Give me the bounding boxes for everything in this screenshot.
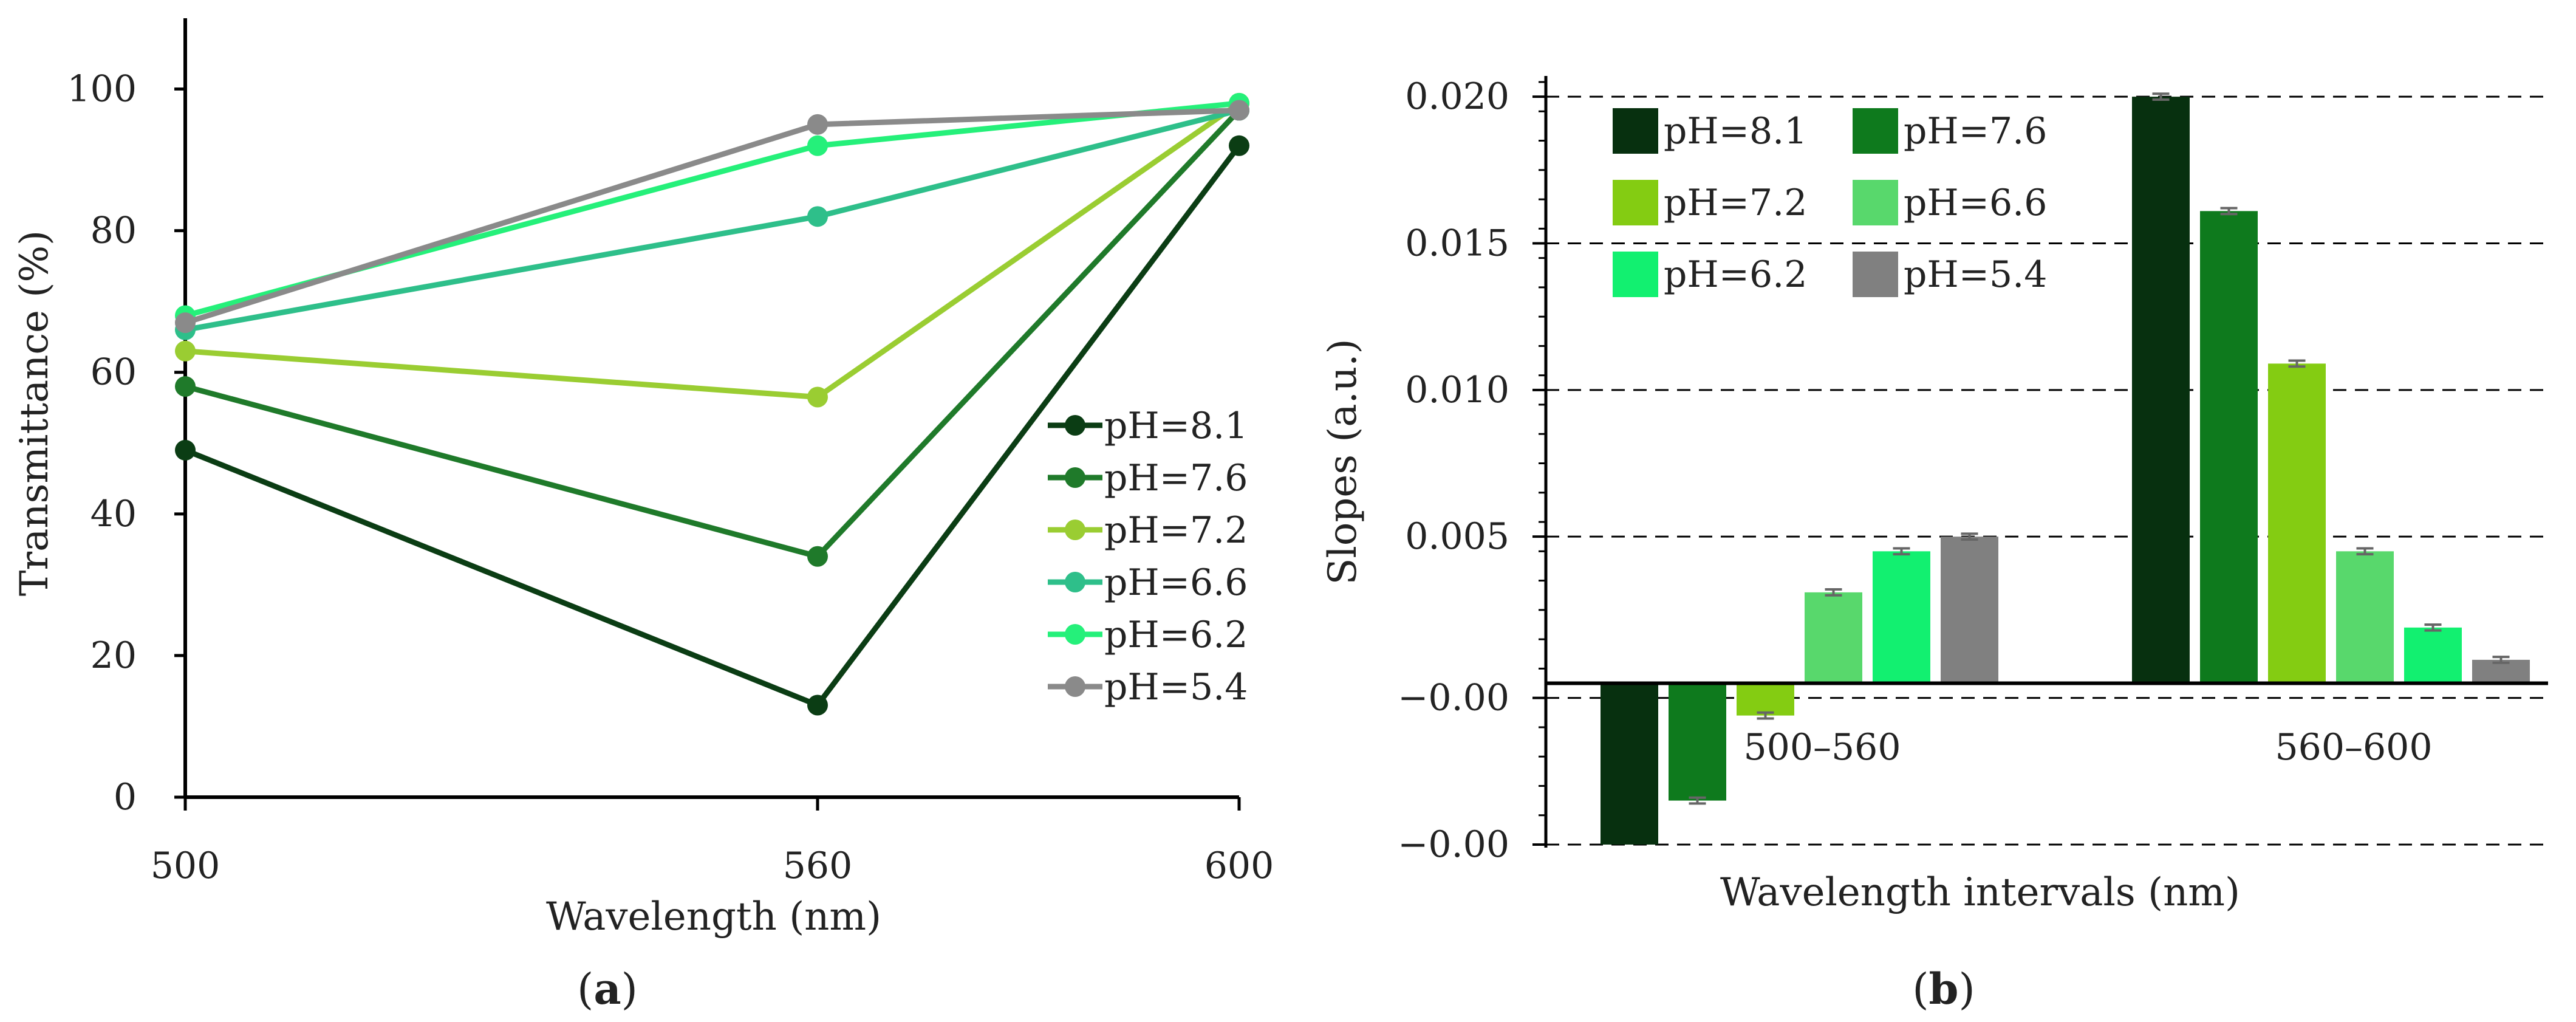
chart-a-x-tick-label: 600 — [1204, 845, 1274, 887]
chart-a-series-line-4 — [184, 100, 1240, 318]
chart-b-legend-swatch — [1613, 108, 1658, 154]
chart-a-y-tick-label: 0 — [114, 776, 137, 818]
chart-a-legend-label: pH=6.2 — [1104, 614, 1248, 656]
chart-a-y-tick-label: 20 — [91, 634, 137, 677]
chart-a-point — [1229, 135, 1249, 156]
chart-b-bar — [1737, 683, 1794, 716]
chart-a-legend-marker — [1065, 415, 1085, 436]
chart-b-legend-label: pH=6.2 — [1664, 253, 1807, 296]
chart-b-category-label: 500–560 — [1743, 726, 1901, 769]
chart-a-y-tick-label: 100 — [67, 68, 137, 111]
chart-a-point — [807, 386, 828, 408]
chart-b-bar — [2404, 627, 2462, 684]
chart-a-legend-marker — [1065, 520, 1085, 540]
chart-a-legend-label: pH=7.6 — [1104, 457, 1248, 499]
chart-a-x-tick-label: 500 — [151, 845, 220, 887]
chart-a-point — [1229, 100, 1249, 121]
chart-b-legend-label: pH=6.6 — [1904, 182, 2047, 224]
chart-a-panel-label: (a) — [577, 964, 638, 1014]
chart-b-legend-label: pH=8.1 — [1664, 110, 1807, 153]
chart-a-series-line-1 — [184, 108, 1242, 560]
chart-a-series-line-3 — [185, 108, 1240, 333]
chart-b-legend-label: pH=7.2 — [1664, 182, 1807, 224]
chart-a-point — [175, 439, 196, 461]
chart-b-bar — [1805, 592, 1862, 684]
chart-b-bar — [2336, 551, 2394, 684]
chart-b-y-tick-label: 0.015 — [1405, 222, 1509, 264]
chart-a-y-axis-title: Transmittance (%) — [12, 230, 57, 596]
chart-b-bar — [2200, 211, 2258, 684]
chart-b-y-axis-title: Slopes (a.u.) — [1320, 339, 1365, 585]
chart-a-x-axis-title: Wavelength (nm) — [546, 894, 881, 939]
chart-b-y-tick-label: 0.020 — [1405, 75, 1509, 118]
chart-a-point — [807, 694, 828, 716]
chart-b-legend-label: pH=5.4 — [1904, 253, 2047, 296]
chart-b-bar — [1669, 683, 1726, 801]
chart-b-bar — [2132, 97, 2190, 684]
chart-b-legend-swatch — [1613, 180, 1658, 225]
chart-b-y-tick-label: −0.00 — [1398, 677, 1509, 719]
chart-b-y-tick-label: 0.005 — [1405, 515, 1509, 558]
chart-a-point — [807, 546, 828, 567]
chart-b-x-axis-title: Wavelength intervals (nm) — [1720, 870, 2240, 915]
chart-b-category-label: 560–600 — [2275, 726, 2432, 769]
chart-a-point — [175, 312, 196, 334]
chart-b-bar — [1941, 537, 1998, 684]
chart-a: 0 20 40 60 80 100 500 560 600 pH=8.1 pH=7.6 pH=7.… — [12, 18, 1274, 1014]
chart-a-legend-label: pH=6.6 — [1104, 561, 1248, 604]
chart-a-point — [807, 114, 828, 135]
chart-b-bar — [1601, 683, 1658, 845]
chart-a-legend-label: pH=8.1 — [1104, 405, 1248, 447]
chart-a-y-tick-label: 60 — [91, 351, 137, 394]
chart-a-x-tick-label: 560 — [783, 845, 853, 887]
chart-b-panel-label: (b) — [1912, 964, 1975, 1014]
chart-b-legend-label: pH=7.6 — [1904, 110, 2047, 153]
chart-a-legend-label: pH=5.4 — [1104, 666, 1248, 708]
chart-a-point — [807, 206, 828, 227]
chart-a-legend-marker — [1065, 572, 1085, 592]
chart-a-legend-marker — [1065, 624, 1085, 645]
chart-b-legend-swatch — [1613, 252, 1658, 297]
chart-a-legend-marker — [1065, 467, 1085, 488]
chart-b: −0.00 −0.00 0.005 0.010 0.015 0.020 500–560 56… — [1320, 75, 2548, 1014]
chart-b-bar — [2268, 363, 2326, 684]
chart-a-y-tick-label: 80 — [91, 210, 137, 252]
chart-a-point — [175, 376, 196, 397]
chart-a-legend-label: pH=7.2 — [1104, 509, 1248, 552]
chart-b-y-tick-label: 0.010 — [1405, 369, 1509, 411]
chart-a-point — [807, 135, 828, 156]
chart-b-legend-swatch — [1853, 180, 1898, 225]
chart-a-legend-marker — [1065, 676, 1085, 697]
chart-b-legend-swatch — [1853, 252, 1898, 297]
chart-a-point — [175, 340, 196, 362]
chart-b-legend-swatch — [1853, 108, 1898, 154]
chart-a-y-tick-label: 40 — [91, 493, 137, 535]
chart-b-y-tick-label: −0.00 — [1398, 823, 1509, 866]
chart-b-bar — [1873, 551, 1930, 684]
